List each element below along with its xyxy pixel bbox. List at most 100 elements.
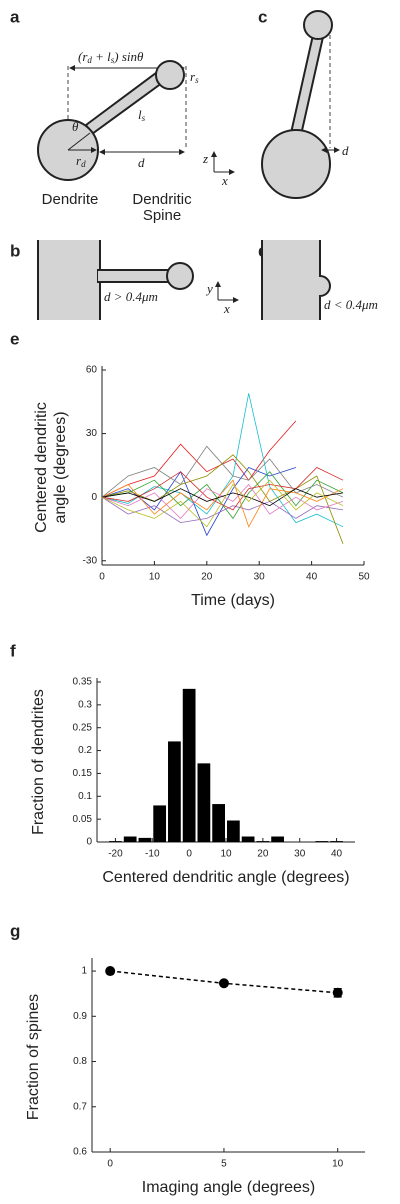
- point: [218, 978, 229, 989]
- y-tick-label: 0.9: [73, 1011, 87, 1022]
- spine-label: Dendritic: [132, 191, 192, 208]
- chart: f 0 0.05 0.1 0.15 0.2 0.25 0.3 0.35 -20 -10 0 10 20 30…: [10, 641, 355, 886]
- rd-label: rd: [76, 153, 86, 169]
- radius-line: [67, 132, 91, 151]
- y-tick-label: 0: [91, 492, 97, 503]
- y-axis-label: Fraction of dendrites: [30, 689, 47, 835]
- edge: [319, 240, 331, 320]
- x-tick-label: 50: [358, 572, 370, 583]
- spine-neck: [97, 269, 173, 283]
- x-axis-label: Centered dendritic angle (degrees): [102, 869, 349, 886]
- dendrite-shape: [261, 129, 331, 199]
- y-tick-label: 0.8: [73, 1056, 87, 1067]
- bar: [271, 836, 284, 842]
- y-tick-label: 0.25: [73, 722, 93, 733]
- y-tick-label: 0.2: [78, 745, 92, 756]
- spine-label: Spine: [143, 207, 181, 224]
- bar: [168, 741, 181, 842]
- spine-head: [155, 60, 185, 90]
- bar: [138, 837, 152, 842]
- series-line: [101, 454, 344, 544]
- x-tick-label: 10: [149, 572, 161, 583]
- y-tick-label: 0.6: [73, 1147, 87, 1158]
- y-axis-label: angle (degrees): [52, 411, 69, 523]
- panel-c: c d: [258, 7, 349, 199]
- series-line: [101, 488, 344, 507]
- spine-neck: [289, 33, 325, 137]
- d-label: d: [138, 155, 145, 170]
- series-line: [101, 496, 344, 524]
- bar: [241, 836, 255, 842]
- y-axis-label: Fraction of spines: [25, 994, 42, 1120]
- series-line: [101, 483, 344, 519]
- spine-head: [303, 10, 333, 40]
- x-tick-label: 30: [294, 849, 306, 860]
- bar: [182, 688, 196, 842]
- panel-b: b d > 0.4μm y x: [10, 240, 239, 320]
- joint: [98, 271, 108, 281]
- ls-label: ls: [138, 107, 146, 123]
- bar: [330, 841, 343, 842]
- bar: [212, 804, 225, 842]
- spine-neck: [84, 68, 168, 136]
- y-tick-label: 1: [81, 966, 87, 977]
- y-tick-label: 30: [86, 428, 98, 439]
- bar: [227, 820, 240, 842]
- bar: [153, 805, 167, 842]
- dendrite-shape: [262, 240, 320, 320]
- axis-letter: y: [205, 281, 213, 296]
- y-tick-label: 0.35: [73, 677, 93, 688]
- axis-letter: z: [202, 151, 208, 166]
- y-tick-label: 60: [86, 365, 98, 376]
- x-tick-label: 10: [332, 1159, 344, 1170]
- x-tick-label: 0: [186, 849, 192, 860]
- x-tick-label: 5: [221, 1159, 227, 1170]
- y-tick-label: 0.3: [78, 699, 92, 710]
- bar: [197, 763, 211, 842]
- y-tick-label: -30: [83, 555, 98, 566]
- x-tick-label: -20: [108, 849, 123, 860]
- y-tick-label: 0: [86, 837, 92, 848]
- panel-label: g: [10, 921, 20, 940]
- y-axis-label: Centered dendritic: [33, 402, 50, 533]
- y-tick-label: 0.1: [78, 791, 92, 802]
- y-tick-label: 0.7: [73, 1101, 87, 1112]
- point: [105, 966, 116, 977]
- dendrite-shape: [38, 240, 100, 320]
- bar: [256, 841, 270, 842]
- axis-letter: x: [223, 301, 230, 316]
- bar: [109, 841, 122, 842]
- panel-d: d d < 0.4μm: [258, 240, 378, 320]
- cond-label: d > 0.4μm: [104, 289, 158, 304]
- series-line: [101, 479, 344, 528]
- bar: [315, 841, 329, 842]
- panel-label: b: [10, 241, 20, 260]
- x-axis-label: Imaging angle (degrees): [142, 1179, 315, 1196]
- x-tick-label: -10: [145, 849, 160, 860]
- panel-a: a (rd + ls) sinθ θ rd ls rs d Dendrite D…: [10, 7, 235, 224]
- panel-label: c: [258, 7, 267, 26]
- series-line: [101, 420, 297, 498]
- y-tick-label: 0.15: [73, 768, 93, 779]
- dendrite-label: Dendrite: [42, 191, 99, 208]
- series-line: [101, 471, 344, 520]
- series-line: [101, 467, 344, 511]
- series-line: [101, 445, 344, 498]
- x-tick-label: 0: [107, 1159, 113, 1170]
- panel-label: f: [10, 641, 16, 660]
- d-label: d: [342, 143, 349, 158]
- axis-letter: x: [221, 173, 228, 188]
- y-tick-label: 0.05: [73, 814, 93, 825]
- rs-label: rs: [190, 69, 199, 85]
- series-line: [101, 479, 344, 528]
- x-axis-label: Time (days): [191, 592, 275, 609]
- x-tick-label: 20: [257, 849, 269, 860]
- panel-label: e: [10, 329, 19, 348]
- x-tick-label: 40: [306, 572, 318, 583]
- x-tick-label: 30: [254, 572, 266, 583]
- spine-head: [166, 262, 194, 290]
- cond-label: d < 0.4μm: [324, 297, 378, 312]
